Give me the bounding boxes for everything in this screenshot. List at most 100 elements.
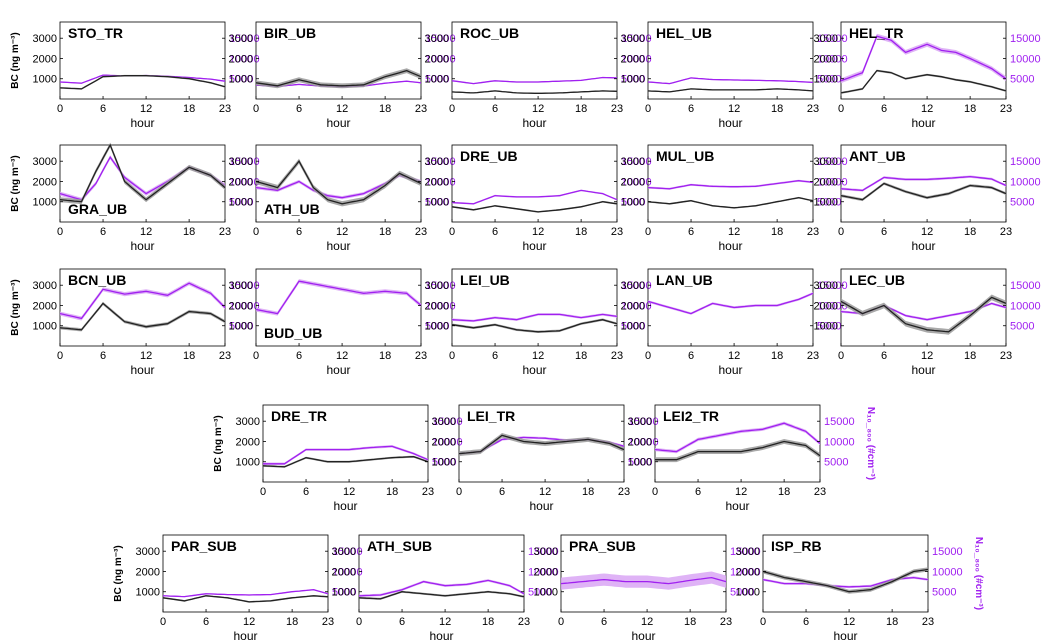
y-tick-label: 1000 [628,457,652,469]
n-series-line-hel_tr [840,35,1007,82]
y2-tick-label: 15000 [621,280,652,292]
y2-tick-label: 5000 [817,321,841,333]
x-tick-label: 0 [253,103,259,115]
x-tick-label: 23 [618,486,630,498]
x-tick-label: 23 [611,103,623,115]
y-tick-label: 1000 [736,587,760,599]
y2-tick-label: 15000 [425,156,456,168]
x-tick-label: 23 [807,103,819,115]
y2-tick-label: 15000 [425,280,456,292]
bc-band-lec_ub [841,294,1006,335]
y2-tick-label: 10000 [425,176,456,188]
x-tick-label: 12 [243,616,255,628]
x-tick-label: 0 [838,226,844,238]
panel-title: HEL_TR [849,25,903,41]
x-tick-label: 18 [684,616,696,628]
n-band-hel_tr [841,33,1006,84]
y-tick-label: 2000 [33,176,57,188]
y-tick-label: 1000 [534,587,558,599]
y2-tick-label: 5000 [528,587,552,599]
x-tick-label: 18 [575,350,587,362]
x-tick-label: 23 [814,486,826,498]
x-axis-label: hour [911,116,935,130]
left-axis-title: BC (ng m⁻³) [10,279,21,335]
y2-tick-label: 5000 [425,321,449,333]
x-tick-label: 0 [838,350,844,362]
panel-title: ATH_SUB [367,538,432,554]
x-tick-label: 18 [771,350,783,362]
plot-frame [451,21,618,100]
y-tick-label: 1000 [814,197,838,209]
panel-title: LEI_UB [460,272,510,288]
panel-title: BUD_UB [264,325,322,341]
y-tick-label: 1000 [229,74,253,86]
x-axis-label: hour [326,116,350,130]
x-axis-label: hour [718,363,742,377]
x-tick-label: 12 [336,226,348,238]
y-tick-label: 3000 [229,33,253,45]
plot-frame [262,404,429,483]
bc-series-line-sto_tr [59,75,226,90]
panel-ant-ub: 1000 2000 3000 5000 10000 15000 0 6 12 18 23 hour AN… [814,144,1041,253]
y2-tick-label: 5000 [932,587,956,599]
y2-tick-label: 15000 [528,546,559,558]
y-tick-label: 3000 [814,33,838,45]
x-tick-label: 12 [728,350,740,362]
y-tick-label: 3000 [814,280,838,292]
x-tick-label: 23 [219,350,231,362]
y-tick-label: 2000 [332,566,356,578]
x-tick-label: 18 [379,226,391,238]
panel-title: MUL_UB [656,148,714,164]
n-series-line-dre_ub [451,189,618,205]
x-axis-label: hour [326,239,350,253]
plot-frame [840,21,1007,100]
y2-tick-label: 5000 [1010,321,1034,333]
bc-series-line-roc_ub [451,90,618,94]
y-tick-label: 2000 [621,300,645,312]
y2-tick-label: 5000 [425,197,449,209]
x-tick-label: 18 [286,616,298,628]
x-tick-label: 18 [778,486,790,498]
y2-tick-label: 10000 [621,53,652,65]
x-tick-label: 6 [100,350,106,362]
y2-tick-label: 10000 [817,176,848,188]
y2-tick-label: 5000 [621,321,645,333]
x-tick-label: 23 [518,616,530,628]
x-tick-label: 0 [57,226,63,238]
x-tick-label: 6 [492,103,498,115]
y-tick-label: 2000 [814,300,838,312]
y-tick-label: 3000 [33,280,57,292]
bc-series-line-lei_ub [451,319,618,333]
y-tick-label: 1000 [814,321,838,333]
x-tick-label: 6 [399,616,405,628]
y-tick-label: 2000 [425,53,449,65]
x-tick-label: 6 [695,486,701,498]
y-tick-label: 1000 [621,321,645,333]
y-tick-label: 2000 [136,566,160,578]
y-tick-label: 3000 [33,156,57,168]
y2-tick-label: 15000 [229,156,260,168]
panel-title: ATH_UB [264,201,320,217]
y2-tick-label: 15000 [229,280,260,292]
x-tick-label: 23 [1000,103,1012,115]
panel-pra-sub: 1000 2000 3000 5000 10000 15000 0 6 12 18 23 hour PR… [534,534,761,640]
x-axis-label: hour [718,116,742,130]
y2-tick-label: 10000 [621,300,652,312]
x-tick-label: 12 [532,226,544,238]
x-tick-label: 0 [160,616,166,628]
x-axis-label: hour [522,239,546,253]
bc-series-line-bcn_ub [59,302,226,331]
y2-tick-label: 15000 [817,156,848,168]
n-series-line-hel_ub [647,77,814,85]
y2-tick-label: 10000 [425,53,456,65]
y2-tick-label: 15000 [621,33,652,45]
y-tick-label: 1000 [814,74,838,86]
x-tick-label: 0 [456,486,462,498]
y2-tick-label: 15000 [432,416,463,428]
